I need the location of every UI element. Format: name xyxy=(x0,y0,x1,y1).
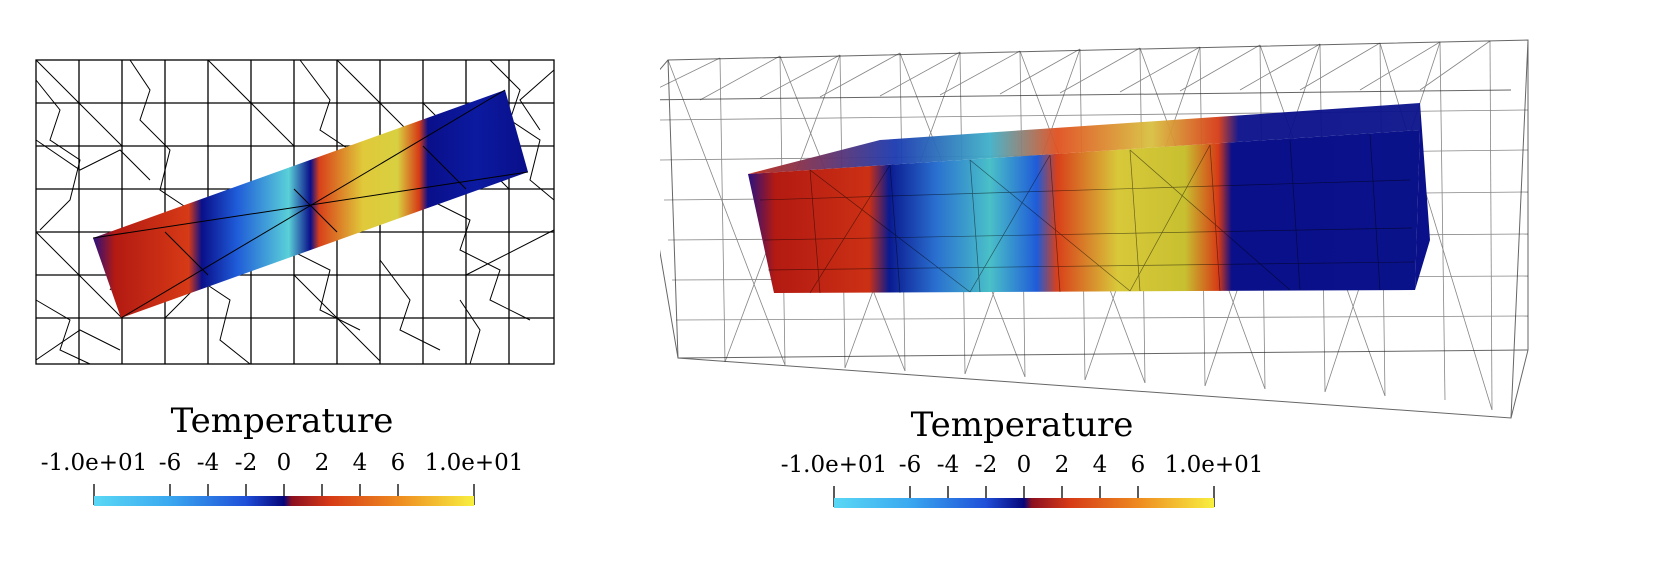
left-tick-label-0: -1.0e+01 xyxy=(41,450,148,476)
right-slab-mesh-overlay xyxy=(759,133,1415,294)
right-colorbar-title: Temperature xyxy=(911,405,1134,445)
right-slab-top-face xyxy=(748,103,1420,174)
left-tick-label-2: -4 xyxy=(197,450,219,476)
right-colorbar-ticklabels: -1.0e+01 -6 -4 -2 0 2 4 6 1.0e+01 xyxy=(781,452,1264,478)
right-tick-label-8: 1.0e+01 xyxy=(1165,452,1264,478)
left-tick-label-6: 4 xyxy=(353,450,368,476)
right-colorbar xyxy=(834,498,1214,508)
left-tick-label-5: 2 xyxy=(315,450,330,476)
right-tick-label-3: -2 xyxy=(975,452,997,478)
left-panel-2d-view: Temperature -1.0e+01 -6 -4 -2 0 2 4 6 1.… xyxy=(0,0,640,578)
left-tick-label-8: 1.0e+01 xyxy=(425,450,524,476)
left-tick-label-7: 6 xyxy=(391,450,406,476)
right-tick-label-4: 0 xyxy=(1017,452,1032,478)
right-tick-label-2: -4 xyxy=(937,452,959,478)
right-tick-label-0: -1.0e+01 xyxy=(781,452,888,478)
left-slab-mesh-lines xyxy=(92,89,529,319)
left-tick-label-1: -6 xyxy=(159,450,181,476)
left-colorbar-title: Temperature xyxy=(171,401,394,441)
right-tick-label-6: 4 xyxy=(1093,452,1108,478)
right-tick-label-5: 2 xyxy=(1055,452,1070,478)
left-tick-label-3: -2 xyxy=(235,450,257,476)
left-tick-label-4: 0 xyxy=(277,450,292,476)
left-colorbar xyxy=(94,496,474,506)
left-temperature-slab xyxy=(93,90,528,318)
left-colorbar-ticklabels: -1.0e+01 -6 -4 -2 0 2 4 6 1.0e+01 xyxy=(41,450,524,476)
left-plot-svg: Temperature -1.0e+01 -6 -4 -2 0 2 4 6 1.… xyxy=(35,59,555,506)
right-slab-front-face xyxy=(748,130,1420,293)
right-wireframe-box xyxy=(633,39,1529,419)
right-panel-3d-view: Temperature -1.0e+01 -6 -4 -2 0 2 4 6 1.… xyxy=(633,0,1660,578)
right-plot-svg: Temperature -1.0e+01 -6 -4 -2 0 2 4 6 1.… xyxy=(633,39,1529,508)
right-slab-end-face xyxy=(1415,103,1430,290)
right-tick-label-7: 6 xyxy=(1131,452,1146,478)
right-tick-label-1: -6 xyxy=(899,452,921,478)
